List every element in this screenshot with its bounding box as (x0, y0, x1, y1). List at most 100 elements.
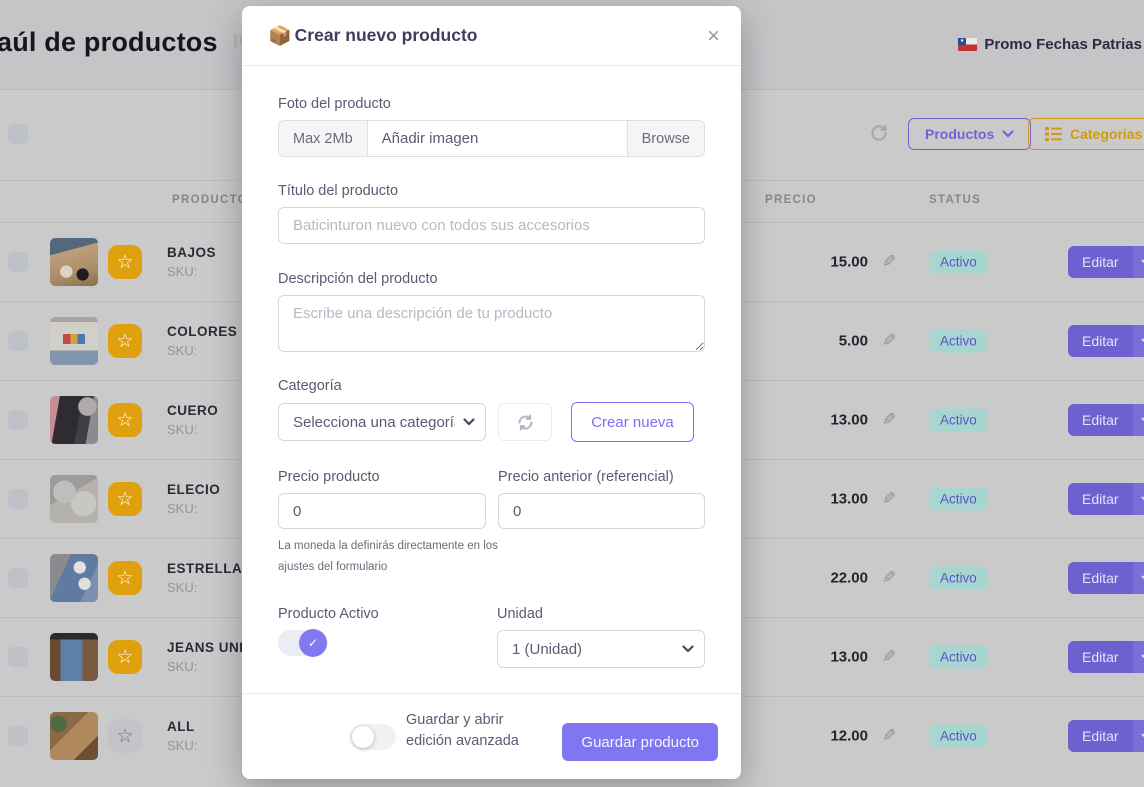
chevron-down-icon (1002, 130, 1014, 138)
status-badge: Activo (929, 487, 988, 511)
chevron-down-icon[interactable] (1132, 720, 1144, 752)
save-product-button[interactable]: Guardar producto (562, 723, 718, 761)
table-row: ☆ ALL SKU: 12.00 ✎ Activo Editar (0, 696, 1144, 775)
row-checkbox[interactable] (8, 726, 28, 746)
select-all-checkbox[interactable] (8, 124, 28, 144)
star-icon: ☆ (116, 567, 134, 589)
status-badge: Activo (929, 645, 988, 669)
price-input[interactable] (278, 493, 486, 529)
previous-price-input[interactable] (498, 493, 705, 529)
browse-button[interactable]: Browse (626, 121, 704, 156)
chevron-down-icon[interactable] (1132, 641, 1144, 673)
favorite-star-button[interactable]: ☆ (108, 561, 142, 595)
star-icon: ☆ (116, 725, 134, 747)
unit-selected-value: 1 (Unidad) (512, 640, 583, 658)
product-sku: SKU: (167, 738, 198, 753)
edit-button[interactable]: Editar (1068, 246, 1144, 278)
edit-price-icon[interactable]: ✎ (882, 410, 897, 429)
chevron-down-icon[interactable] (1132, 404, 1144, 436)
productos-dropdown-button[interactable]: Productos (908, 118, 1032, 150)
chevron-down-icon[interactable] (1132, 246, 1144, 278)
product-price: 13.00 (830, 648, 868, 666)
chile-flag-icon (958, 38, 978, 51)
chevron-down-icon (463, 418, 475, 426)
edit-button[interactable]: Editar (1068, 641, 1144, 673)
status-badge: Activo (929, 724, 988, 748)
product-active-toggle[interactable]: ✓ (278, 629, 328, 658)
favorite-star-button[interactable]: ☆ (108, 482, 142, 516)
category-selected-value: Selecciona una categoría (293, 413, 455, 431)
row-checkbox[interactable] (8, 647, 28, 667)
create-product-modal: 📦 Crear nuevo producto × Foto del produc… (242, 6, 741, 779)
star-icon: ☆ (116, 251, 134, 273)
category-row: Selecciona una categoría Crear nueva (278, 402, 705, 442)
row-checkbox[interactable] (8, 489, 28, 509)
row-checkbox[interactable] (8, 331, 28, 351)
status-badge: Activo (929, 408, 988, 432)
package-icon: 📦 (268, 25, 292, 47)
edit-price-icon[interactable]: ✎ (882, 726, 897, 745)
favorite-star-button[interactable]: ☆ (108, 719, 142, 753)
close-icon[interactable]: × (707, 22, 720, 48)
modal-header: 📦 Crear nuevo producto × (242, 6, 741, 66)
category-label: Categoría (278, 378, 342, 394)
advanced-edit-toggle[interactable] (350, 724, 396, 750)
create-category-button[interactable]: Crear nueva (571, 402, 694, 442)
row-checkbox[interactable] (8, 410, 28, 430)
star-icon: ☆ (116, 488, 134, 510)
promo-label: Promo Fechas Patrias (984, 36, 1142, 53)
description-textarea[interactable] (278, 295, 705, 352)
product-name: ALL (167, 719, 195, 734)
edit-label: Editar (1068, 404, 1133, 436)
edit-price-icon[interactable]: ✎ (882, 489, 897, 508)
page-title-text: aúl de productos (0, 27, 218, 57)
chevron-down-icon[interactable] (1132, 562, 1144, 594)
favorite-star-button[interactable]: ☆ (108, 640, 142, 674)
edit-price-icon[interactable]: ✎ (882, 331, 897, 350)
price-row: Precio producto La moneda la definirás d… (278, 469, 705, 577)
row-checkbox[interactable] (8, 568, 28, 588)
row-checkbox[interactable] (8, 252, 28, 272)
favorite-star-button[interactable]: ☆ (108, 324, 142, 358)
title-input[interactable] (278, 207, 705, 244)
product-price: 13.00 (830, 490, 868, 508)
product-sku: SKU: (167, 422, 198, 437)
price-label: Precio producto (278, 469, 380, 485)
description-label: Descripción del producto (278, 271, 438, 287)
edit-button[interactable]: Editar (1068, 325, 1144, 357)
active-label: Producto Activo (278, 606, 379, 623)
product-name-block: ESTRELLA SKU: (167, 561, 242, 595)
product-sku: SKU: (167, 501, 198, 516)
unit-select[interactable]: 1 (Unidad) (497, 630, 705, 669)
edit-label: Editar (1068, 483, 1133, 515)
chevron-down-icon[interactable] (1132, 483, 1144, 515)
favorite-star-button[interactable]: ☆ (108, 245, 142, 279)
edit-button[interactable]: Editar (1068, 483, 1144, 515)
product-name-block: COLORES SKU: (167, 324, 237, 358)
product-name: BAJOS (167, 245, 217, 260)
edit-price-icon[interactable]: ✎ (882, 647, 897, 666)
photo-file-input[interactable]: Max 2Mb Añadir imagen Browse (278, 120, 705, 157)
favorite-star-button[interactable]: ☆ (108, 403, 142, 437)
category-select[interactable]: Selecciona una categoría (278, 403, 486, 441)
edit-button[interactable]: Editar (1068, 720, 1144, 752)
status-badge: Activo (929, 329, 988, 353)
file-input-text[interactable]: Añadir imagen (381, 130, 479, 147)
modal-title: Crear nuevo producto (294, 25, 478, 45)
star-icon: ☆ (116, 409, 134, 431)
edit-price-icon[interactable]: ✎ (882, 252, 897, 271)
page-title: aúl de productos[R] (0, 27, 255, 58)
product-name: JEANS UNICA (167, 640, 265, 655)
product-price: 5.00 (838, 332, 868, 350)
chevron-down-icon[interactable] (1132, 325, 1144, 357)
edit-button[interactable]: Editar (1068, 562, 1144, 594)
edit-button[interactable]: Editar (1068, 404, 1144, 436)
refresh-icon[interactable] (869, 123, 889, 143)
edit-price-icon[interactable]: ✎ (882, 568, 897, 587)
product-thumbnail (50, 554, 98, 602)
toggle-knob (352, 726, 374, 748)
product-sku: SKU: (167, 659, 198, 674)
reload-categories-button[interactable] (498, 403, 552, 441)
categorias-button[interactable]: Categorias (1028, 118, 1144, 150)
